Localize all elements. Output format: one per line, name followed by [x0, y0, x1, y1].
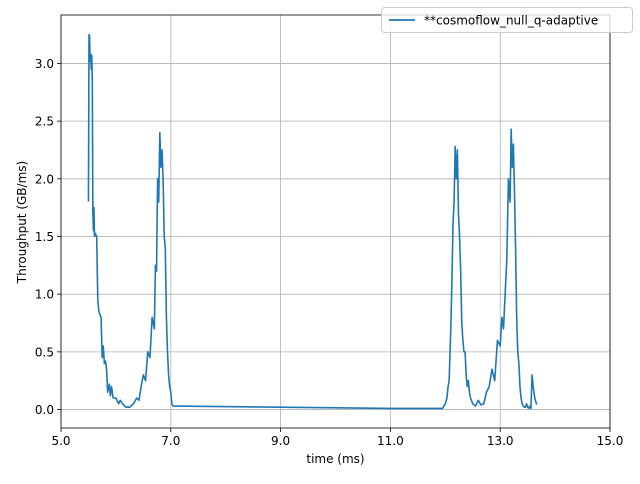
legend: **cosmoflow_null_q-adaptive: [381, 7, 633, 33]
grid: [60, 15, 611, 428]
y-tick-label: 0.0: [35, 403, 54, 417]
y-tick-label: 2.0: [35, 172, 54, 186]
y-tick-label: 3.0: [35, 57, 54, 71]
axes: [60, 14, 611, 429]
ticks: 5.0 7.0 9.0 11.0 13.0 15.0 0.0 0.5 1.0 1.5 2.0 2.5 3…: [35, 57, 623, 448]
y-tick-label: 1.0: [35, 288, 54, 302]
y-tick-label: 1.5: [35, 230, 54, 244]
x-axis-label: time (ms): [306, 452, 364, 466]
x-tick-label: 7.0: [161, 434, 180, 448]
series-layer: [87, 33, 538, 410]
y-axis-label: Throughput (GB/ms): [15, 161, 29, 284]
x-tick-label: 11.0: [377, 434, 404, 448]
legend-frame: [381, 7, 633, 33]
legend-label: **cosmoflow_null_q-adaptive: [424, 14, 598, 28]
x-tick-label: 13.0: [487, 434, 514, 448]
y-tick-label: 2.5: [35, 115, 54, 129]
y-tick-label: 0.5: [35, 345, 54, 359]
series-line: [87, 33, 538, 410]
plot-frame: [60, 14, 611, 429]
x-tick-label: 5.0: [51, 434, 70, 448]
x-tick-label: 15.0: [597, 434, 624, 448]
x-tick-label: 9.0: [271, 434, 290, 448]
